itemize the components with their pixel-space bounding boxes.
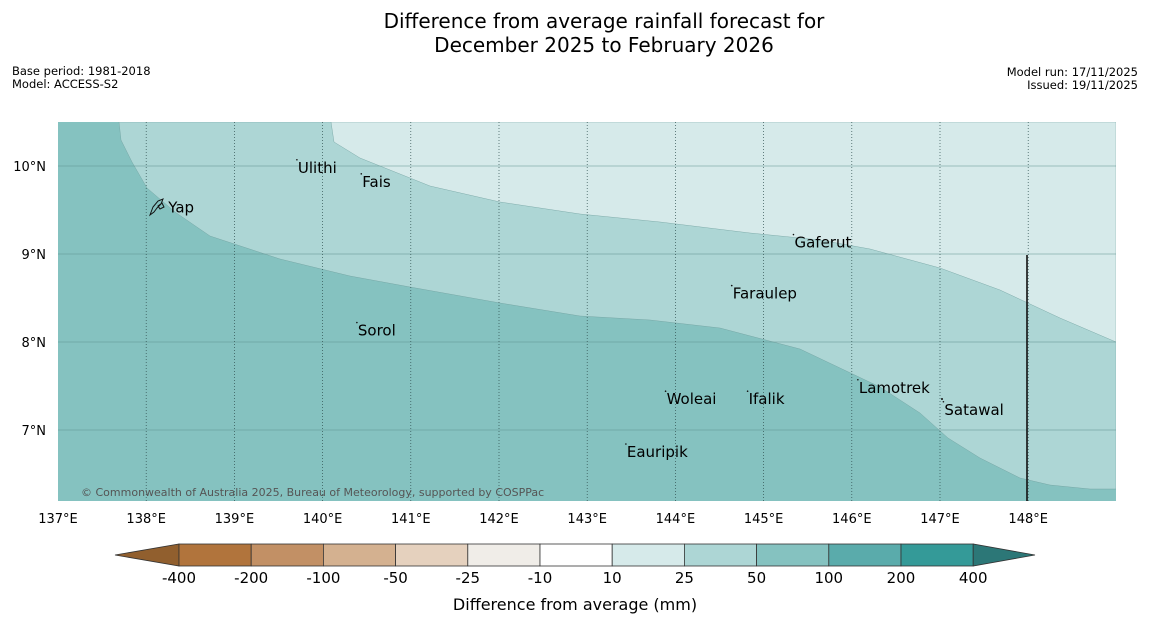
place-marker <box>296 158 298 161</box>
lon-tick-label: 148°E <box>1008 512 1048 527</box>
colorbar-extend-low <box>114 543 180 567</box>
colorbar-tick-label: -10 <box>528 569 553 587</box>
colorbar-tick-label: 50 <box>747 569 766 587</box>
lon-tick-label: 147°E <box>920 512 960 527</box>
colorbar-tick-label: -400 <box>162 569 196 587</box>
place-label-faraulep: Faraulep <box>733 285 797 303</box>
meta-left: Base period: 1981-2018 Model: ACCESS-S2 <box>12 65 151 91</box>
place-marker <box>360 173 363 175</box>
colorbar-segment <box>395 543 469 567</box>
colorbar-segment <box>539 543 613 567</box>
lon-tick-label: 141°E <box>391 512 431 527</box>
lon-tick-label: 146°E <box>832 512 872 527</box>
colorbar-segment <box>611 543 685 567</box>
place-label-yap: Yap <box>167 198 194 216</box>
meta-right: Model run: 17/11/2025 Issued: 19/11/2025 <box>1007 66 1138 92</box>
title-line-1: Difference from average rainfall forecas… <box>383 9 825 33</box>
lamotrek-islet-dot <box>941 398 943 400</box>
lon-tick-label: 137°E <box>38 512 78 527</box>
lon-tick-label: 143°E <box>567 512 607 527</box>
lat-tick-label: 8°N <box>22 336 47 351</box>
colorbar-tick-labels: -400 -200 -100 -50 -25 -10 10 25 50 100 200 400 <box>162 569 988 587</box>
colorbar <box>114 543 1036 567</box>
longitude-gridlines <box>145 122 1029 501</box>
colorbar-tick-label: 400 <box>959 569 988 587</box>
colorbar-segment <box>467 543 541 567</box>
place-label-gaferut: Gaferut <box>794 234 851 252</box>
lon-tick-label: 144°E <box>656 512 696 527</box>
place-label-lamotrek: Lamotrek <box>859 379 930 397</box>
colorbar-tick-label: -50 <box>383 569 408 587</box>
colorbar-segment <box>178 543 252 567</box>
colorbar-tick-label: -100 <box>306 569 340 587</box>
lat-tick-label: 7°N <box>22 424 47 439</box>
copyright-text: © Commonwealth of Australia 2025, Bureau… <box>81 486 544 499</box>
lat-tick-label: 10°N <box>13 160 46 175</box>
place-label-ulithi: Ulithi <box>298 159 337 177</box>
place-label-fais: Fais <box>362 173 391 191</box>
model-run-text: Model run: 17/11/2025 <box>1006 65 1138 79</box>
colorbar-tick-label: 200 <box>887 569 916 587</box>
map-title: Difference from average rainfall forecas… <box>0 9 1150 57</box>
colorbar-tick-label: 10 <box>603 569 622 587</box>
model-text: Model: ACCESS-S2 <box>12 77 119 91</box>
colorbar-segment <box>900 543 974 567</box>
latitude-tick-labels: 10°N 9°N 8°N 7°N <box>13 160 46 439</box>
longitude-tick-labels: 137°E 138°E 139°E 140°E 141°E 142°E 143°E 144°E… <box>38 512 1048 527</box>
place-marker <box>625 443 627 445</box>
place-marker <box>746 390 749 393</box>
colorbar-segment <box>322 543 396 567</box>
place-label-eauripik: Eauripik <box>627 443 688 461</box>
colorbar-label: Difference from average (mm) <box>453 595 697 614</box>
colorbar-segment <box>828 543 902 567</box>
base-period-text: Base period: 1981-2018 <box>12 64 151 78</box>
lon-tick-label: 139°E <box>215 512 255 527</box>
place-label-woleai: Woleai <box>667 390 717 408</box>
lon-tick-label: 142°E <box>479 512 519 527</box>
lon-tick-label: 138°E <box>126 512 166 527</box>
colorbar-tick-label: -25 <box>456 569 481 587</box>
zone-10-25 <box>330 122 1116 343</box>
colorbar-segment <box>250 543 324 567</box>
place-labels: Yap Ulithi Fais Gaferut Faraulep Sorol Lamotre… <box>167 159 1004 461</box>
place-marker <box>857 378 859 381</box>
rainfall-map: Yap Ulithi Fais Gaferut Faraulep Sorol Lamotre… <box>13 122 1116 614</box>
lon-tick-label: 140°E <box>303 512 343 527</box>
lat-tick-label: 9°N <box>22 248 47 263</box>
place-marker <box>730 284 733 287</box>
colorbar-segment <box>684 543 758 567</box>
issued-text: Issued: 19/11/2025 <box>1027 78 1138 92</box>
place-marker <box>942 400 945 403</box>
place-label-satawal: Satawal <box>944 401 1003 419</box>
place-marker <box>356 321 358 324</box>
colorbar-extend-high <box>972 543 1036 567</box>
colorbar-tick-label: 25 <box>675 569 694 587</box>
colorbar-tick-label: -200 <box>234 569 268 587</box>
map-area: Yap Ulithi Fais Gaferut Faraulep Sorol Lamotre… <box>58 122 1116 501</box>
place-marker <box>792 233 795 236</box>
title-line-2: December 2025 to February 2026 <box>434 33 774 57</box>
place-marker <box>664 390 667 393</box>
colorbar-tick-label: 100 <box>814 569 843 587</box>
yap-island-shape <box>148 198 165 217</box>
place-label-sorol: Sorol <box>358 322 396 340</box>
place-label-ifalik: Ifalik <box>749 390 785 408</box>
lon-tick-label: 145°E <box>744 512 784 527</box>
colorbar-segment <box>756 543 830 567</box>
